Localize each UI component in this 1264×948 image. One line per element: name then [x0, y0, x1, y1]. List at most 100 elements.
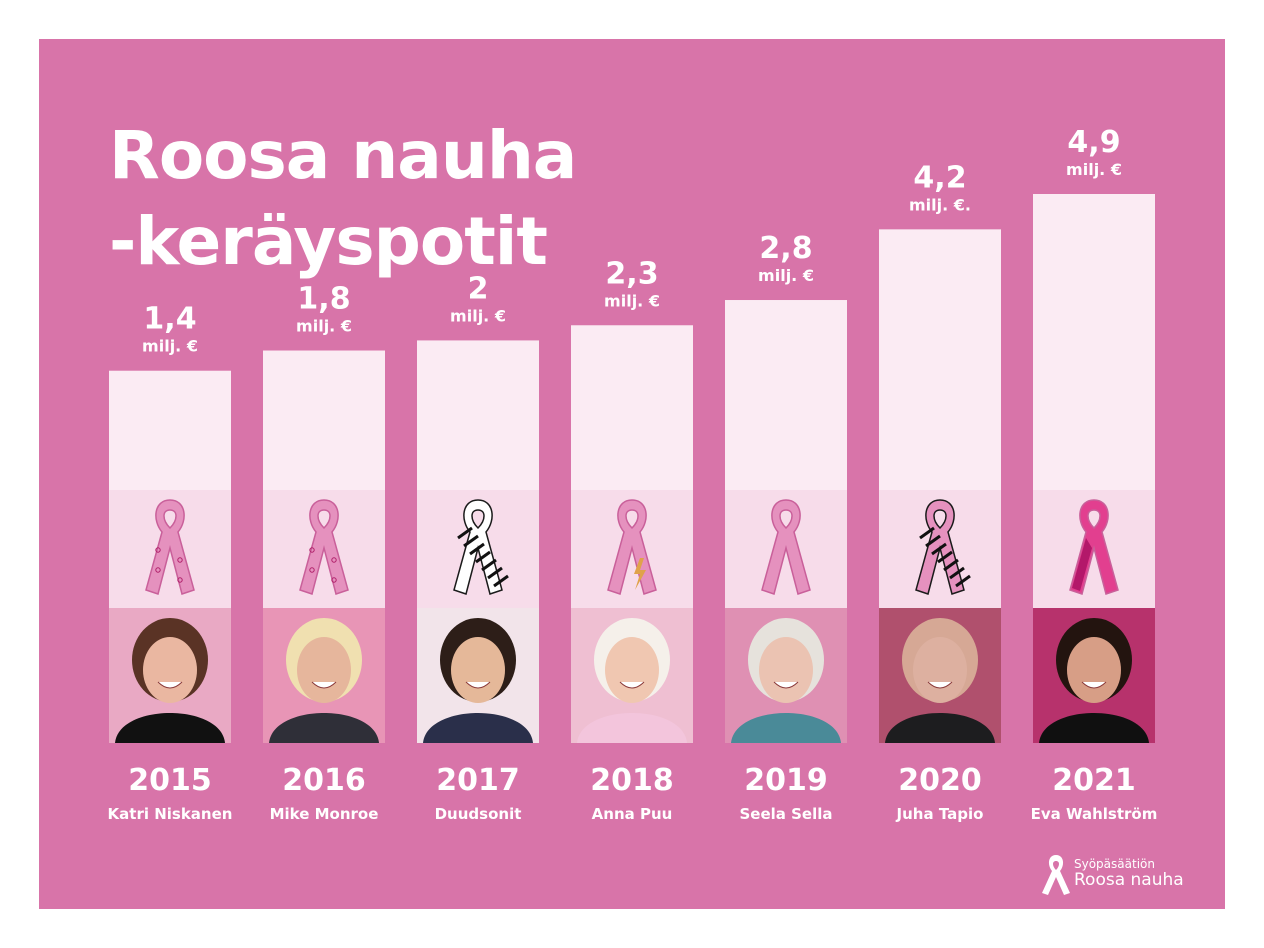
ribbon-icon [299, 499, 349, 595]
bar-unit-label: milj. € [296, 317, 352, 336]
pink-ribbon-icon [1042, 855, 1070, 895]
ribbon-stripe [943, 558, 959, 572]
ribbon-icon [607, 499, 657, 595]
ribbon-stripe [475, 550, 491, 564]
chart-title-line-2: -keräyspotit [109, 203, 548, 280]
photo-clothing [423, 713, 533, 743]
logo-main-text: Roosa nauha [1074, 870, 1184, 890]
x-tick-label: 2016 [282, 763, 366, 798]
ribbon-bolt [634, 558, 646, 590]
ribbon-stripe [457, 526, 473, 540]
ribbon-stripe [487, 566, 503, 580]
photo-portrait [879, 608, 1001, 743]
photo-portrait [725, 608, 847, 743]
bar-unit-label: milj. € [1066, 160, 1122, 179]
photo-face [759, 637, 813, 703]
ribbon-stripe [481, 558, 497, 572]
photo-smile [157, 681, 183, 689]
bar-value-label: 2 [468, 271, 489, 306]
bar-name-label: Juha Tapio [896, 805, 984, 823]
photo-portrait [417, 608, 539, 743]
x-tick-label: 2020 [898, 763, 982, 798]
ribbon-stripe [949, 566, 965, 580]
ribbon-stripe [469, 542, 485, 556]
photo-clothing [731, 713, 841, 743]
ribbon-stripe [925, 534, 941, 548]
bar-name-label: Eva Wahlström [1031, 805, 1158, 823]
x-tick-label: 2021 [1052, 763, 1136, 798]
photo-clothing [577, 713, 687, 743]
chart-title-line-1: Roosa nauha [109, 117, 577, 194]
bar-value-label: 2,8 [759, 231, 812, 266]
ribbon-stripe [955, 574, 971, 588]
bar-unit-label: milj. €. [909, 195, 971, 214]
ribbon-icon [761, 499, 811, 595]
photo-smile [773, 681, 799, 689]
photo-face [143, 637, 197, 703]
x-tick-label: 2017 [436, 763, 520, 798]
bar-value-label: 4,9 [1067, 125, 1120, 160]
ribbon-doodle [155, 567, 161, 573]
ribbon-doodle [309, 547, 315, 553]
photo-clothing [885, 713, 995, 743]
bar-value-label: 2,3 [605, 256, 658, 291]
ribbon-doodle [177, 557, 183, 563]
ribbon-stripe [919, 526, 935, 540]
x-tick-label: 2015 [128, 763, 212, 798]
ribbon-stripe [937, 550, 953, 564]
ribbon-stripe [1072, 538, 1092, 591]
x-tick-label: 2019 [744, 763, 828, 798]
photo-smile [311, 681, 337, 689]
photo-face [1067, 637, 1121, 703]
photo-portrait [109, 608, 231, 743]
photo-face [451, 637, 505, 703]
photo-clothing [1039, 713, 1149, 743]
photo-face [605, 637, 659, 703]
photo-clothing [115, 713, 225, 743]
ribbon-stripe [493, 574, 509, 588]
ribbon-icon [1069, 499, 1119, 595]
ribbon-doodle [177, 577, 183, 583]
bar-name-label: Katri Niskanen [108, 805, 233, 823]
ribbon-stripe [463, 534, 479, 548]
bar-unit-label: milj. € [604, 291, 660, 310]
ribbon-icon [453, 499, 509, 595]
ribbon-shape [761, 499, 811, 595]
photo-clothing [269, 713, 379, 743]
bar-name-label: Anna Puu [592, 805, 673, 823]
photo-portrait [263, 608, 385, 743]
ribbon-icon [915, 499, 971, 595]
bar-value-label: 1,8 [297, 282, 350, 317]
bar-unit-label: milj. € [450, 306, 506, 325]
bar-value-label: 1,4 [143, 302, 196, 337]
photo-smile [619, 681, 645, 689]
bar-value-label: 4,2 [913, 160, 966, 195]
roosa-nauha-logo: Syöpäsäätiön Roosa nauha [1039, 851, 1189, 899]
photo-face [913, 637, 967, 703]
poster-background: Roosa nauha -keräyspotit 1,4 milj. €2015 K… [39, 39, 1225, 909]
photo-smile [927, 681, 953, 689]
ribbon-shape [299, 499, 349, 595]
photo-face [297, 637, 351, 703]
ribbon-icon [145, 499, 195, 595]
ribbon-doodle [155, 547, 161, 553]
x-tick-label: 2018 [590, 763, 674, 798]
bar-name-label: Mike Monroe [270, 805, 379, 823]
chart-title: Roosa nauha -keräyspotit [109, 113, 577, 285]
logo-small-text: Syöpäsäätiön [1074, 857, 1155, 871]
photo-smile [1081, 681, 1107, 689]
ribbon-doodle [331, 557, 337, 563]
ribbon-shape [145, 499, 195, 595]
bar-name-label: Seela Sella [739, 805, 832, 823]
photo-portrait [1033, 608, 1155, 743]
ribbon-doodle [331, 577, 337, 583]
ribbon-stripe [931, 542, 947, 556]
photo-smile [465, 681, 491, 689]
bar-unit-label: milj. € [142, 337, 198, 356]
